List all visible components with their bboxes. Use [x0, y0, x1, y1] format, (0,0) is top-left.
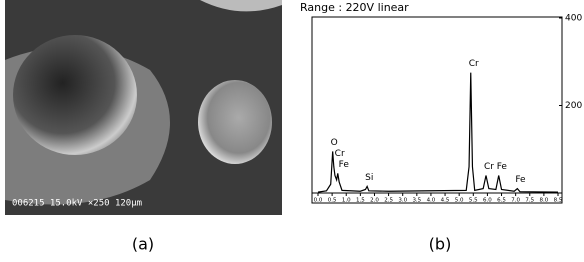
peak-label: Fe [515, 175, 526, 185]
x-tick-label: 2.5 [384, 198, 393, 204]
peak-label: Si [365, 173, 373, 183]
x-tick-label: 8.0 [540, 198, 549, 204]
image-caption: 006215 15.0kV ×250 120µm [12, 199, 142, 209]
x-tick-label: 3.0 [398, 198, 407, 204]
panel-label: (a) [132, 235, 154, 254]
y-tick-label: 200 [565, 101, 582, 111]
x-tick-label: 4.0 [427, 198, 436, 204]
sem-image: 006215 15.0kV ×250 120µm [5, 0, 282, 215]
peak-label: Cr [335, 149, 345, 159]
peak-label: O [331, 138, 338, 148]
x-tick-label: 0.5 [328, 198, 337, 204]
x-tick-label: 7.5 [525, 198, 534, 204]
x-tick-label: 7.0 [511, 198, 520, 204]
y-tick-label: 400 [565, 14, 582, 24]
x-tick-label: 1.5 [356, 198, 365, 204]
peak-label: Fe [339, 160, 350, 170]
x-tick-label: 2.0 [370, 198, 379, 204]
x-tick-label: 6.5 [497, 198, 506, 204]
figure: 006215 15.0kV ×250 120µm (a) (b) Range :… [0, 0, 584, 262]
x-tick-label: 4.5 [441, 198, 450, 204]
peak-label: Cr [484, 162, 494, 172]
x-tick-label: 8.5 [554, 198, 563, 204]
x-tick-label: 3.5 [412, 198, 421, 204]
peak-label: Fe [497, 162, 508, 172]
x-tick-label: 5.5 [469, 198, 478, 204]
panel-label: (b) [429, 235, 452, 254]
peak-label: Cr [469, 59, 479, 69]
x-tick-label: 5.0 [455, 198, 464, 204]
chart-title: Range : 220V linear [300, 1, 409, 14]
x-tick-label: 0.0 [314, 198, 323, 204]
x-tick-label: 1.0 [342, 198, 351, 204]
x-tick-label: 6.0 [483, 198, 492, 204]
